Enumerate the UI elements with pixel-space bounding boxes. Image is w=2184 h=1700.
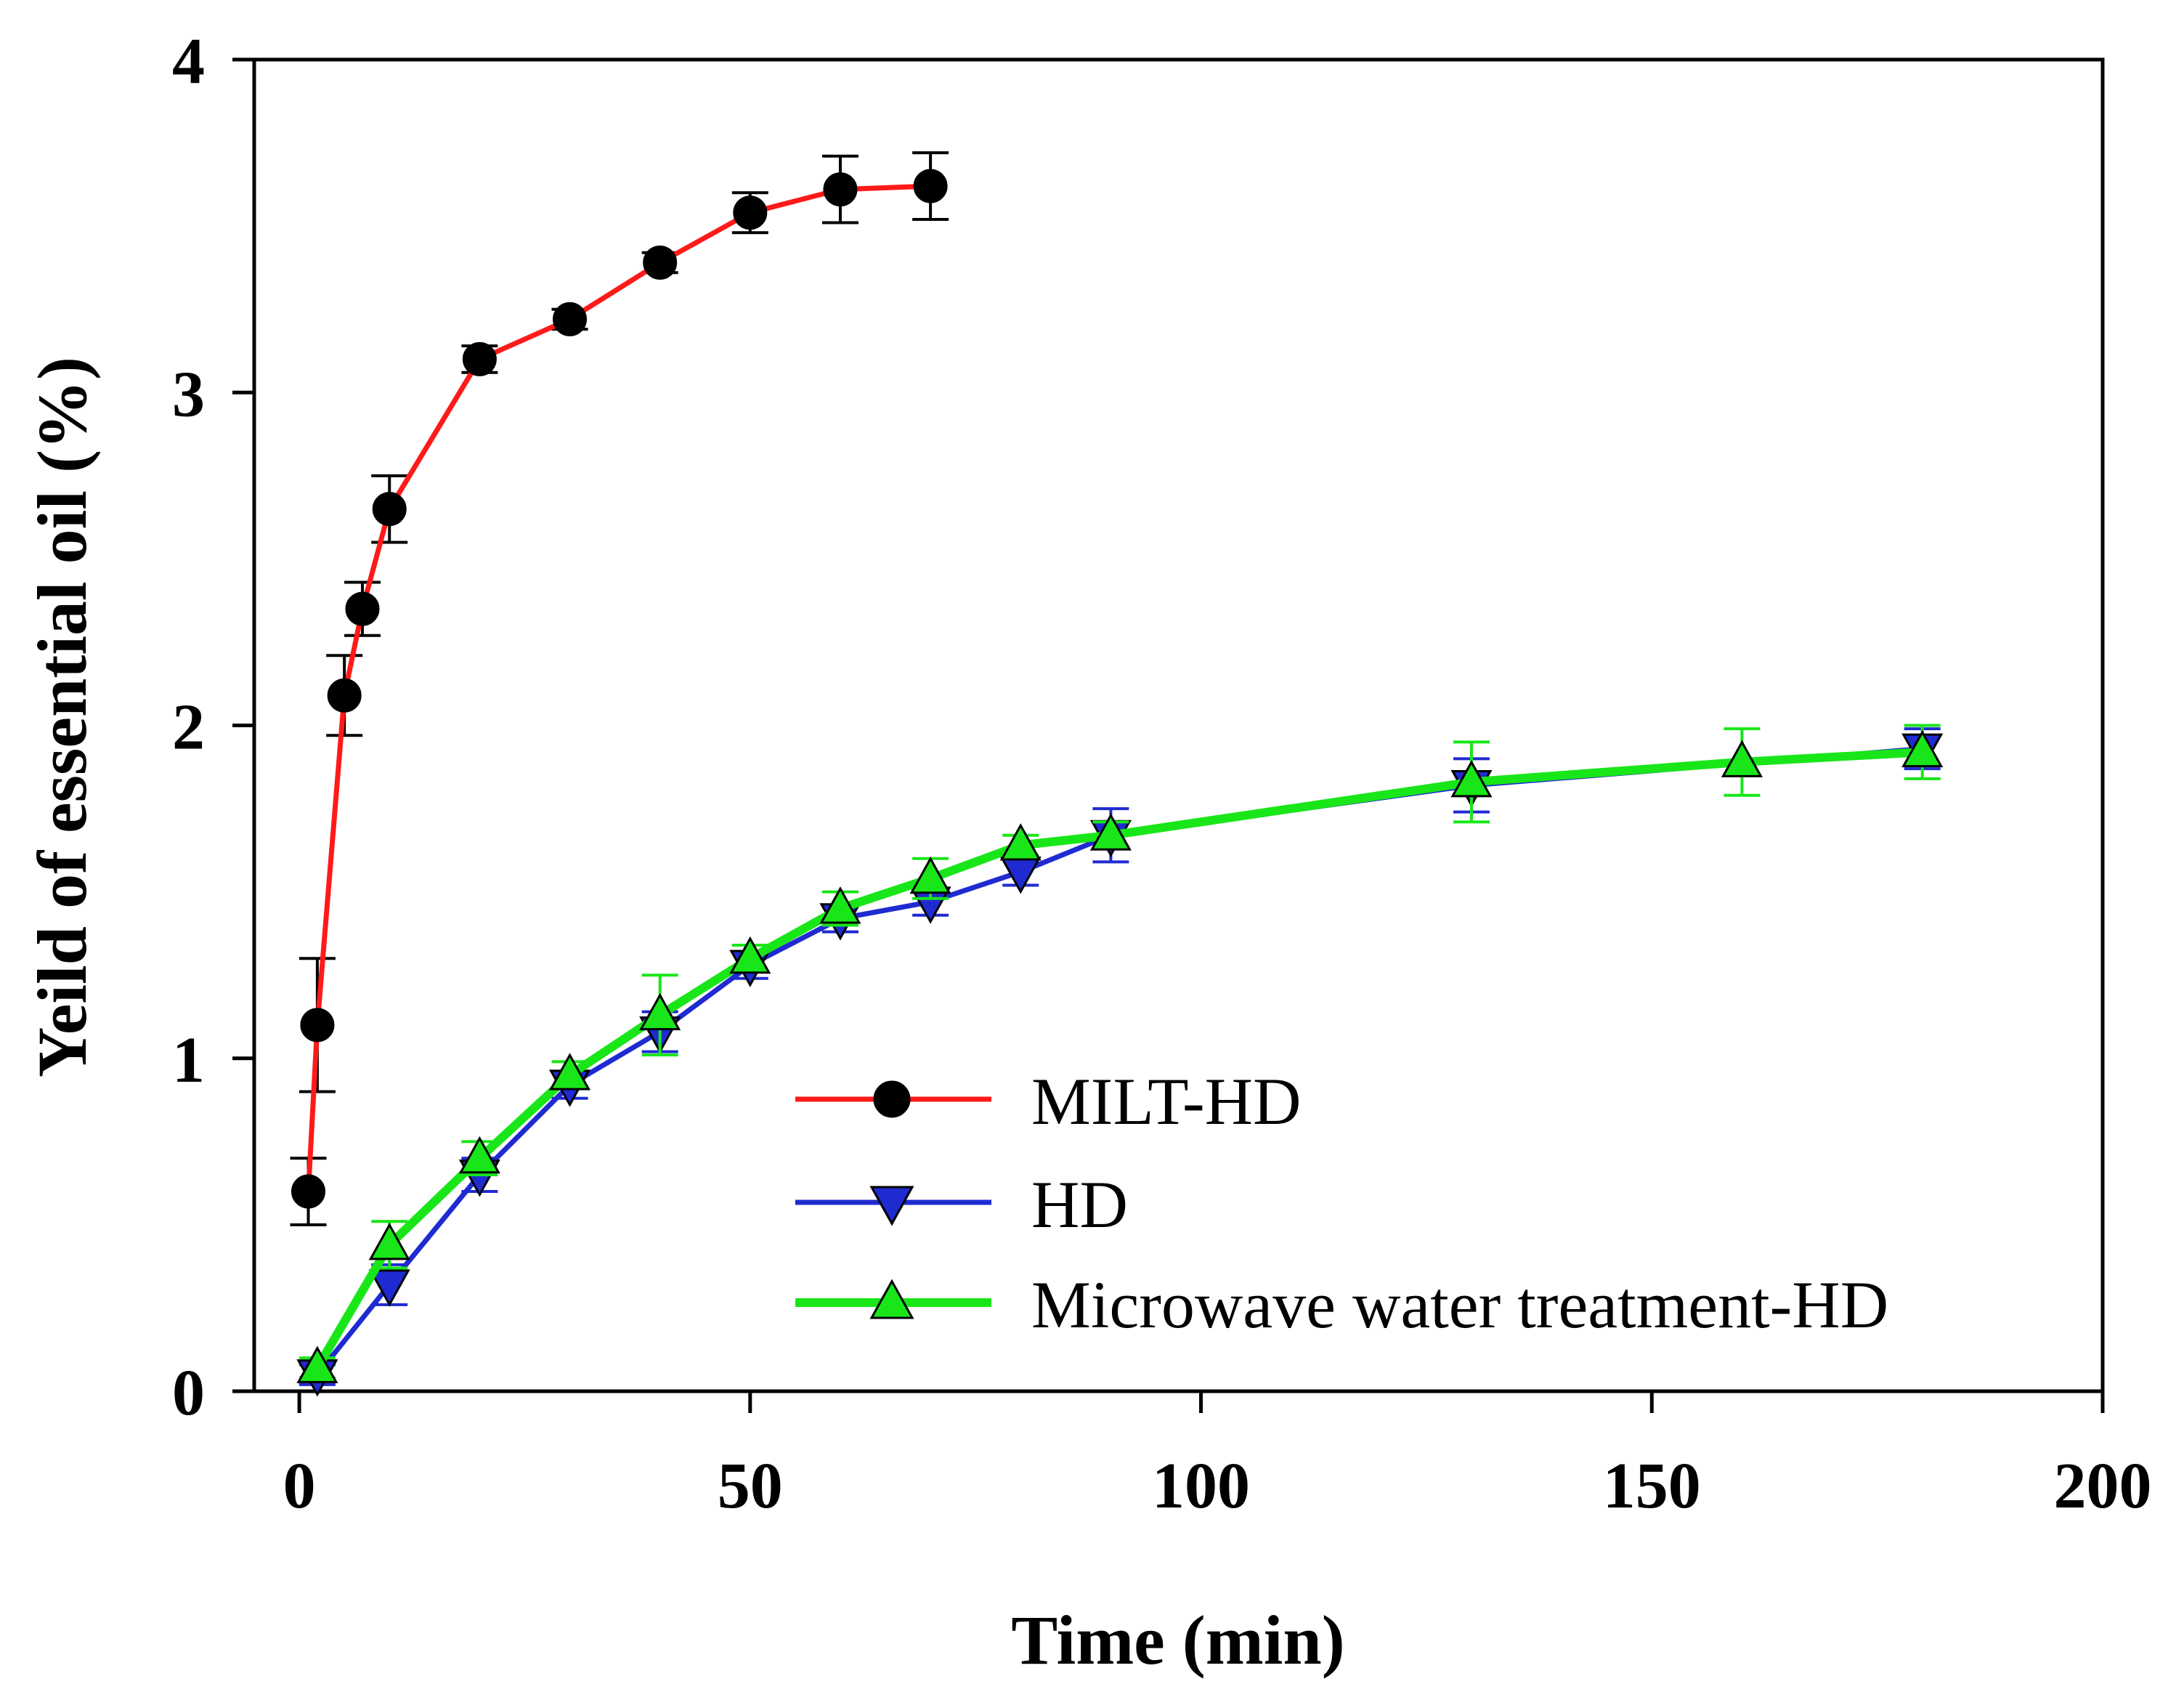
legend-marker (869, 1186, 914, 1226)
legend-marker (873, 1080, 911, 1118)
series-2 (296, 724, 1944, 1383)
x-tick-label: 100 (1152, 1450, 1250, 1522)
data-point (1901, 729, 1944, 768)
data-point (462, 341, 497, 376)
data-point (1721, 740, 1763, 777)
legend-label: Microwave water treatment-HD (1031, 1268, 1888, 1342)
x-tick-label: 0 (283, 1450, 316, 1522)
data-point (300, 1008, 335, 1043)
y-tick-label: 4 (172, 25, 205, 97)
axis-ticks: 0 50 100 150 200 0 1 2 3 4 (172, 25, 2152, 1522)
y-tick-label: 1 (172, 1024, 205, 1096)
data-point (553, 301, 588, 336)
y-tick-label: 3 (172, 358, 205, 430)
data-point (368, 1269, 410, 1307)
series-group (290, 151, 1944, 1397)
legend: MILT-HD HD Microwave water treatment-HD (795, 1064, 1888, 1342)
legend-label: MILT-HD (1031, 1064, 1301, 1138)
data-point (733, 195, 768, 230)
data-point (296, 1345, 338, 1383)
data-point (372, 492, 407, 527)
legend-label: HD (1031, 1167, 1128, 1242)
data-point (458, 1136, 500, 1174)
data-point (819, 886, 861, 924)
data-point (729, 936, 771, 974)
y-axis-title: Yeild of essential oil (%) (23, 357, 101, 1077)
data-point (345, 591, 380, 626)
legend-marker (869, 1279, 914, 1319)
data-point (368, 1222, 410, 1260)
x-tick-label: 200 (2054, 1450, 2152, 1522)
series-0 (290, 151, 949, 1226)
data-point (639, 992, 681, 1031)
data-point (913, 169, 948, 203)
y-tick-label: 2 (172, 692, 205, 764)
data-point (1089, 813, 1132, 851)
data-point (548, 1053, 591, 1090)
data-point (823, 172, 858, 207)
x-axis-title: Time (min) (1011, 1601, 1345, 1679)
x-tick-label: 50 (718, 1450, 783, 1522)
data-point (999, 823, 1042, 861)
data-point (1450, 760, 1493, 798)
data-point (643, 246, 678, 280)
y-tick-label: 0 (172, 1357, 205, 1429)
x-tick-label: 150 (1603, 1450, 1701, 1522)
data-point (909, 856, 951, 894)
data-point (291, 1174, 325, 1209)
data-point (327, 678, 362, 713)
